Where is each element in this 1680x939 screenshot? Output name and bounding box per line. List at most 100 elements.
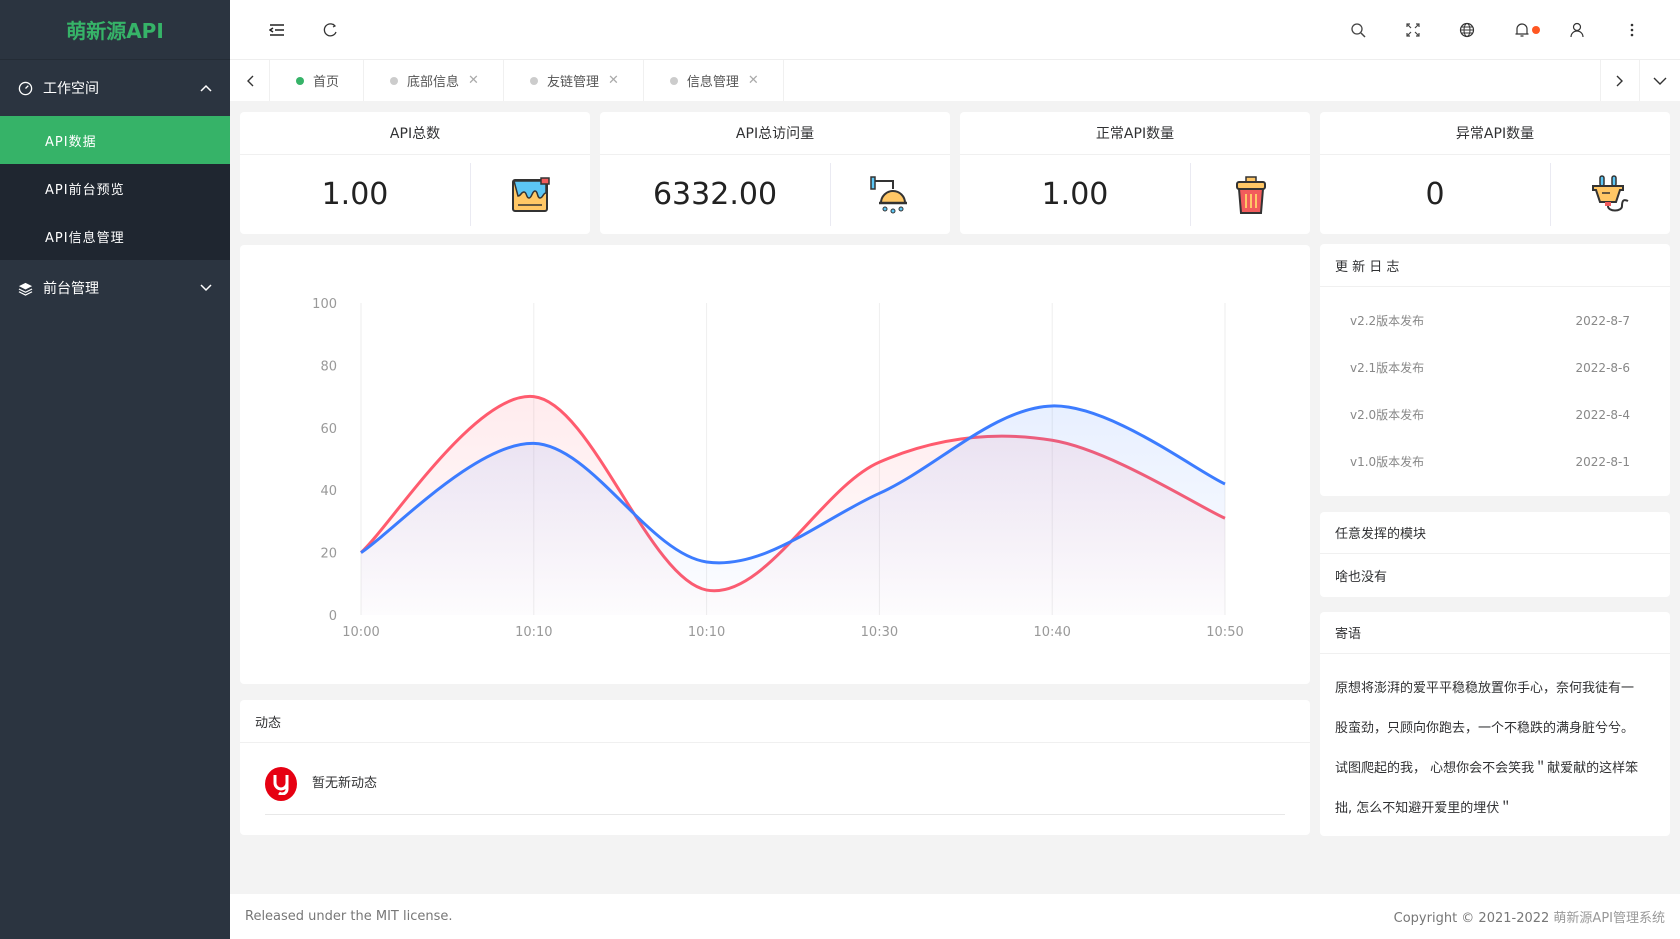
close-icon[interactable]: ✕ — [607, 73, 619, 88]
changelog-item[interactable]: v1.0版本发布 2022-8-1 — [1320, 438, 1670, 485]
stat-value: 1.00 — [1041, 177, 1109, 212]
changelog-date: 2022-8-1 — [1575, 454, 1630, 469]
y-tick-label: 100 — [312, 297, 337, 312]
menu-group-workspace[interactable]: 工作空间 — [0, 60, 230, 116]
active-dot — [296, 76, 304, 85]
changelog-label: v2.2版本发布 — [1350, 314, 1425, 328]
fullscreen-icon[interactable] — [1401, 18, 1425, 42]
divider — [265, 814, 1285, 815]
y-tick-label: 0 — [329, 609, 337, 624]
x-tick-label: 10:50 — [1206, 625, 1243, 640]
tab-footer-info[interactable]: 底部信息 ✕ — [364, 60, 504, 101]
stat-title: API总访问量 — [600, 112, 950, 155]
activity-avatar — [265, 767, 297, 801]
changelog-date: 2022-8-6 — [1575, 360, 1630, 375]
paint-bucket-icon — [511, 176, 550, 212]
sidebar-item-api-preview[interactable]: API前台预览 — [45, 182, 125, 198]
tab-info[interactable]: 信息管理 ✕ — [644, 60, 784, 101]
sidebar-item-api-info[interactable]: API信息管理 — [45, 230, 125, 246]
footer-license: Released under the MIT license. — [245, 909, 453, 924]
menu-group-label: 工作空间 — [43, 81, 99, 97]
layers-icon — [18, 282, 33, 296]
changelog-item[interactable]: v2.0版本发布 2022-8-4 — [1320, 391, 1670, 438]
search-icon[interactable] — [1346, 18, 1370, 42]
message-card: 寄语 原想将澎湃的爱平平稳稳放置你手心，奈何我徒有一股蛮劲，只顾向你跑去，一个不… — [1320, 612, 1670, 836]
activity-empty-text: 暂无新动态 — [312, 776, 378, 791]
sidebar: 萌新源API 工作空间 API数据 API前台预览 API信息管理 前台管理 — [0, 0, 230, 939]
chevron-down-icon — [200, 284, 212, 292]
tab-dot — [529, 76, 538, 85]
plug-icon — [1591, 174, 1628, 211]
tab-home[interactable]: 首页 — [270, 60, 365, 101]
tab-dropdown-button[interactable] — [1640, 60, 1680, 101]
module-body: 啥也没有 — [1335, 570, 1388, 585]
stat-title: API总数 — [240, 112, 590, 155]
close-icon[interactable]: ✕ — [468, 73, 479, 88]
changelog-card: 更 新 日 志 v2.2版本发布 2022-8-7 v2.1版本发布 2022-8-6… — [1320, 244, 1670, 496]
trash-bin-icon — [1235, 175, 1266, 214]
close-icon[interactable]: ✕ — [747, 73, 759, 88]
top-header — [230, 0, 1680, 60]
message-body: 原想将澎湃的爱平平稳稳放置你手心，奈何我徒有一股蛮劲，只顾向你跑去，一个不稳跌的… — [1335, 681, 1639, 816]
shower-icon — [869, 175, 907, 213]
y-tick-label: 80 — [320, 359, 337, 374]
footer-link[interactable]: 萌新源API管理系统 — [1553, 911, 1665, 926]
stat-title: 正常API数量 — [960, 112, 1310, 155]
x-tick-label: 10:30 — [861, 625, 898, 640]
stat-card-api-total: API总数 1.00 — [240, 112, 590, 234]
module-card: 任意发挥的模块 啥也没有 — [1320, 512, 1670, 597]
stat-card-api-abnormal: 异常API数量 0 — [1320, 112, 1670, 234]
y-tick-label: 60 — [320, 422, 337, 437]
stat-value: 6332.00 — [652, 177, 778, 212]
line-chart: 10:00 10:10 10:10 10:30 10:40 10:50 0 20 40 60 80 1… — [312, 297, 1244, 640]
y-tick-label: 20 — [320, 547, 337, 562]
x-tick-label: 10:00 — [342, 625, 379, 640]
refresh-icon[interactable] — [319, 18, 343, 42]
footer-copyright: Copyright © 2021-2022 — [1393, 911, 1554, 926]
tab-links[interactable]: 友链管理 ✕ — [504, 60, 644, 101]
activity-card: 动态 暂无新动态 — [240, 700, 1310, 835]
changelog-date: 2022-8-7 — [1575, 313, 1630, 328]
changelog-date: 2022-8-4 — [1575, 407, 1630, 422]
changelog-label: v2.0版本发布 — [1350, 408, 1425, 422]
y-tick-label: 40 — [320, 484, 337, 499]
changelog-item[interactable]: v2.2版本发布 2022-8-7 — [1320, 297, 1670, 344]
notification-dot — [1532, 26, 1540, 34]
sidebar-item-api-data[interactable]: API数据 — [0, 116, 230, 164]
stat-card-api-visits: API总访问量 6332.00 — [600, 112, 950, 234]
changelog-label: v2.1版本发布 — [1350, 361, 1425, 375]
tab-label: 底部信息 — [407, 75, 460, 90]
tab-bar: 首页 底部信息 ✕ 友链管理 ✕ 信息管理 ✕ — [230, 60, 1680, 101]
menu-group-label: 前台管理 — [43, 281, 99, 297]
logo[interactable]: 萌新源API — [0, 0, 230, 60]
globe-icon[interactable] — [1455, 18, 1479, 42]
tab-scroll-left-button[interactable] — [230, 60, 270, 101]
x-tick-label: 10:10 — [515, 625, 552, 640]
tab-scroll-right-button[interactable] — [1600, 60, 1640, 101]
module-title: 任意发挥的模块 — [1320, 512, 1670, 554]
bell-icon[interactable] — [1510, 18, 1540, 42]
tab-label: 信息管理 — [686, 75, 739, 90]
more-icon[interactable] — [1620, 18, 1644, 42]
message-title: 寄语 — [1320, 612, 1670, 654]
dashboard-icon — [18, 81, 33, 95]
tab-label: 首页 — [313, 75, 340, 90]
tab-dot — [669, 76, 678, 85]
activity-title: 动态 — [240, 700, 1310, 743]
changelog-title: 更 新 日 志 — [1320, 244, 1670, 287]
series-area — [361, 405, 1225, 615]
chevron-up-icon — [200, 84, 212, 92]
series-line — [360, 404, 1226, 565]
x-tick-label: 10:40 — [1033, 625, 1070, 640]
footer: Released under the MIT license. Copyrigh… — [230, 894, 1680, 939]
changelog-item[interactable]: v2.1版本发布 2022-8-6 — [1320, 344, 1670, 391]
menu-group-frontend[interactable]: 前台管理 — [0, 260, 230, 316]
changelog-label: v1.0版本发布 — [1350, 455, 1425, 469]
tab-dot — [390, 76, 399, 85]
tab-label: 友链管理 — [546, 75, 599, 90]
x-tick-label: 10:10 — [688, 625, 725, 640]
stat-title: 异常API数量 — [1320, 112, 1670, 155]
chart-card: 10:00 10:10 10:10 10:30 10:40 10:50 0 20 40 60 80 1… — [240, 245, 1310, 684]
user-icon[interactable] — [1565, 18, 1589, 42]
menu-fold-icon[interactable] — [265, 18, 289, 42]
